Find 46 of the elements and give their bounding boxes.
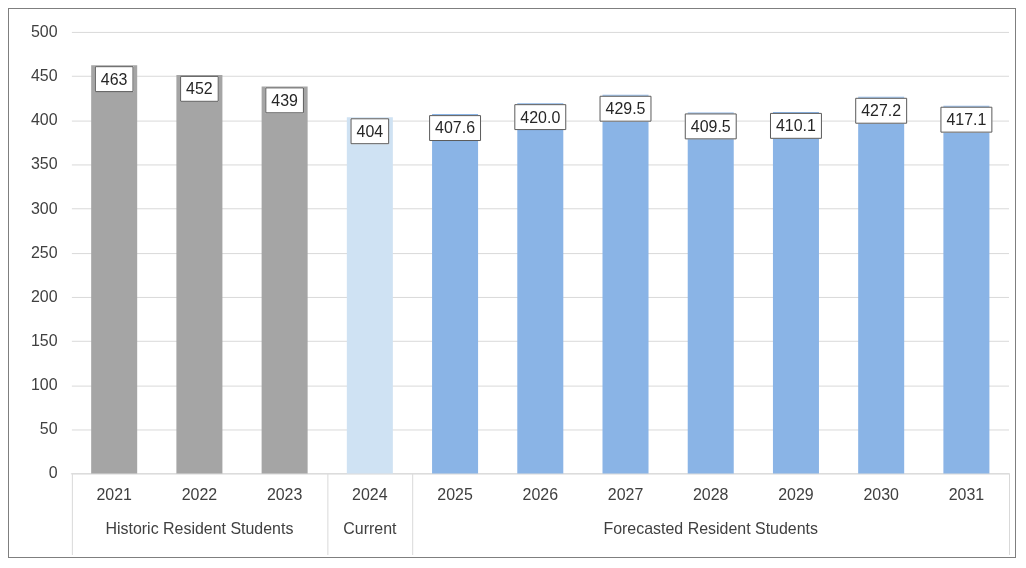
data-label: 404 — [356, 122, 384, 140]
x-tick-label: 2025 — [437, 486, 473, 504]
bar — [517, 103, 564, 474]
y-tick-label: 0 — [48, 464, 58, 482]
data-label: 439 — [271, 91, 299, 109]
bar — [261, 86, 308, 474]
data-label: 410.1 — [776, 117, 817, 135]
text: Forecasted Resident Students — [603, 520, 819, 538]
bar — [176, 74, 223, 474]
x-tick-label: 2023 — [266, 486, 303, 504]
data-label: 429.5 — [605, 100, 646, 118]
data-label: 427.2 — [861, 102, 902, 120]
x-tick-label: 2024 — [352, 486, 388, 504]
x-tick-label: 2031 — [948, 486, 985, 504]
y-tick-label: 450 — [30, 67, 58, 85]
x-tick-label: 2022 — [181, 486, 218, 504]
x-tick-label: 2029 — [778, 486, 814, 504]
data-label: 417.1 — [946, 111, 987, 129]
y-tick-label: 150 — [30, 332, 58, 350]
y-tick-label: 100 — [30, 376, 58, 394]
y-tick-label: 400 — [30, 111, 58, 129]
bar — [772, 111, 819, 474]
data-label: 452 — [186, 80, 213, 98]
data-label: 409.5 — [690, 117, 731, 135]
bar — [432, 114, 479, 474]
bar — [687, 112, 734, 474]
y-tick-label: 500 — [30, 22, 58, 40]
y-tick-label: 350 — [30, 155, 58, 173]
text: Current — [343, 520, 398, 538]
data-label: 420.0 — [520, 108, 561, 126]
y-tick-label: 300 — [30, 199, 58, 217]
data-label: 407.6 — [435, 119, 476, 137]
y-tick-label: 250 — [30, 243, 58, 261]
y-tick-label: 50 — [39, 420, 58, 438]
bar — [346, 117, 393, 474]
x-tick-label: 2027 — [607, 486, 644, 504]
text: Historic Resident Students — [105, 520, 294, 538]
x-tick-label: 2030 — [863, 486, 900, 504]
x-tick-label: 2028 — [692, 486, 729, 504]
data-label: 463 — [100, 70, 128, 88]
bar — [91, 65, 138, 474]
x-tick-label: 2021 — [96, 486, 133, 504]
x-tick-label: 2026 — [522, 486, 559, 504]
y-tick-label: 200 — [30, 287, 58, 305]
bar — [858, 96, 905, 474]
bar — [943, 105, 990, 474]
